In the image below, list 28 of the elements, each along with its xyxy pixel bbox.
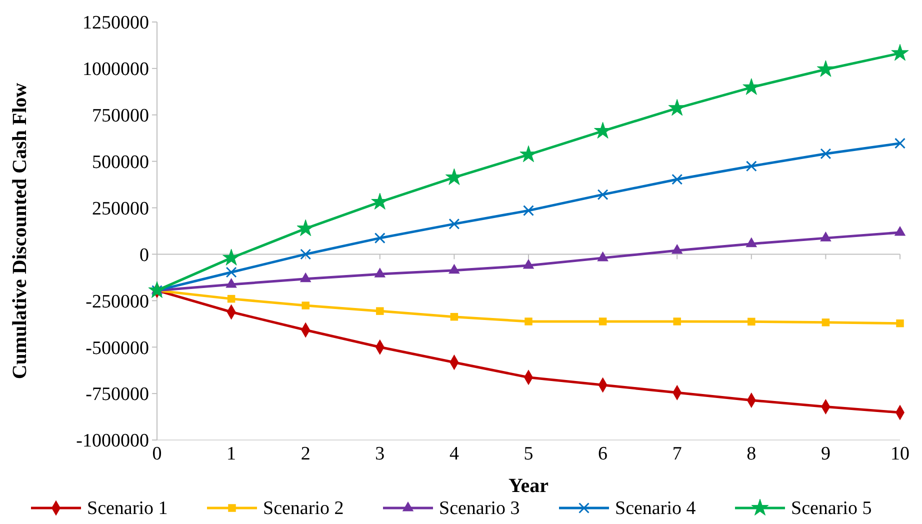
x-tick-label: 5 — [524, 443, 534, 464]
x-tick-label: 0 — [152, 443, 162, 464]
y-tick-label: -1000000 — [76, 430, 149, 452]
x-tick-label: 2 — [300, 443, 310, 464]
legend-label: Scenario 5 — [791, 498, 872, 519]
x-tick-label: 3 — [375, 443, 385, 464]
y-axis-title: Cumulative Discounted Cash Flow — [9, 82, 31, 380]
x-tick-label: 9 — [820, 443, 830, 464]
legend-label: Scenario 2 — [263, 498, 344, 519]
y-tick-label: 1000000 — [82, 59, 149, 80]
y-tick-label: 250000 — [92, 198, 149, 220]
y-tick-label: -250000 — [86, 291, 149, 312]
legend-label: Scenario 3 — [439, 498, 520, 519]
x-tick-label: 1 — [226, 443, 236, 464]
x-axis-title: Year — [508, 475, 549, 497]
x-tick-label: 6 — [598, 443, 608, 464]
x-tick-label: 7 — [672, 443, 682, 464]
y-tick-label: -500000 — [86, 338, 149, 359]
y-tick-label: 1250000 — [82, 12, 149, 34]
y-tick-label: 500000 — [92, 152, 149, 173]
x-tick-label: 10 — [890, 443, 910, 464]
x-tick-label: 4 — [449, 443, 460, 464]
legend-label: Scenario 4 — [615, 498, 696, 519]
y-tick-label: 0 — [140, 244, 149, 266]
y-tick-label: 750000 — [92, 106, 149, 127]
y-tick-label: -750000 — [86, 384, 149, 406]
legend-label: Scenario 1 — [87, 498, 168, 519]
x-tick-label: 8 — [746, 443, 756, 464]
